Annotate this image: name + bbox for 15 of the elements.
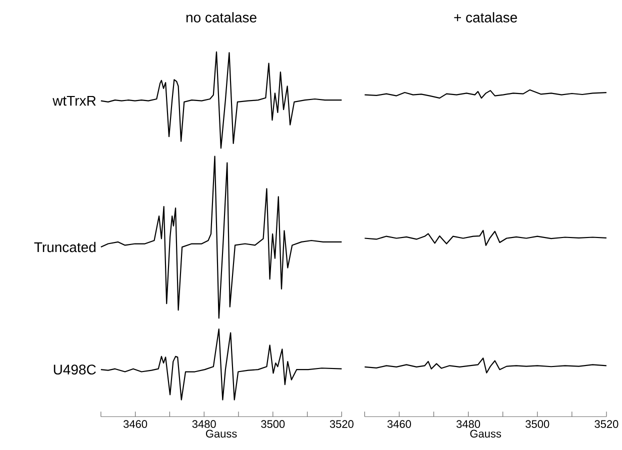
chart-title: + catalase xyxy=(454,12,518,23)
x-axis-title: Gauss xyxy=(470,430,502,438)
x-tick-label: 3480 xyxy=(456,420,480,428)
x-axis-title: Gauss xyxy=(206,430,237,438)
x-tick-label: 3520 xyxy=(330,420,354,428)
x-tick-label: 3520 xyxy=(594,420,618,428)
x-tick-label: 3480 xyxy=(192,420,216,428)
series-label: U498C xyxy=(54,364,96,375)
x-tick-label: 3460 xyxy=(124,420,148,428)
series-label: Truncated xyxy=(34,242,96,252)
x-tick-label: 3500 xyxy=(261,420,285,428)
x-tick-label: 3460 xyxy=(387,420,411,428)
series-label: wtTrxR xyxy=(52,96,96,106)
x-tick-label: 3500 xyxy=(526,420,550,428)
chart-title: no catalase xyxy=(186,12,256,23)
